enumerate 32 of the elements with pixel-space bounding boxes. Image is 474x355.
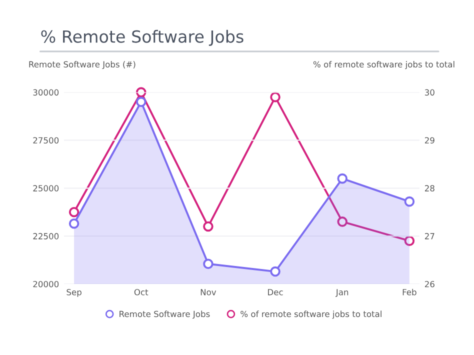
y2-tick-label: 26 [424,280,434,288]
x-tick-label: Oct [134,289,148,296]
y2-tick-label: 30 [424,89,434,96]
y2-tick-label: 29 [424,137,434,144]
y-axis-title: Remote Software Jobs (#) [29,61,136,70]
y-tick-label: 22500 [33,233,59,240]
point [68,206,80,218]
point [203,258,214,270]
x-tick-label: Sep [66,289,82,297]
point [270,92,280,102]
chart-title: % Remote Software Jobs [41,30,244,46]
point [337,173,348,184]
legend-label: % of remote software jobs to total [240,310,382,319]
point [404,236,415,246]
y2-tick-label: 27 [424,233,434,240]
x-tick-label: Jan [336,289,348,297]
x-tick-label: Feb [402,288,416,296]
point [203,221,214,232]
x-tick-label: Dec [268,289,283,296]
y-tick-label: 20000 [33,280,59,288]
y2-axis-title: % of remote software jobs to total [313,61,454,70]
y-tick-label: 30000 [33,89,59,96]
legend-label: Remote Software Jobs [120,310,210,319]
x-tick-label: Nov [200,289,216,296]
point [68,218,80,229]
y2-tick-label: 28 [424,185,434,192]
point [337,216,348,227]
y-tick-label: 25000 [33,185,59,192]
point [270,266,280,277]
point [136,96,146,108]
y-tick-label: 27500 [33,137,59,144]
point [404,196,415,207]
